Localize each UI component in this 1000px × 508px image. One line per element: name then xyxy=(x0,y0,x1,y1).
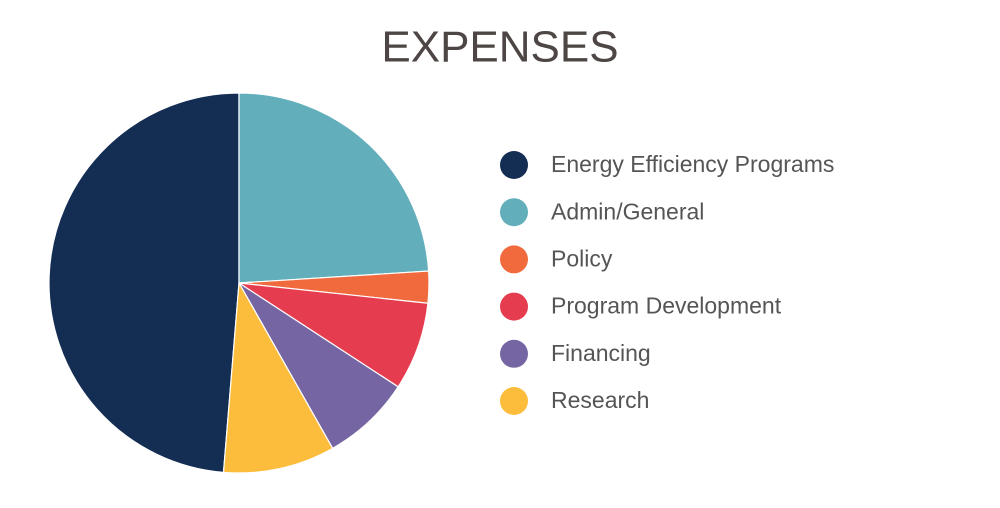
legend-marker xyxy=(500,292,528,321)
legend-label: Admin/General xyxy=(551,198,704,224)
pie-slice xyxy=(48,92,240,474)
legend-marker xyxy=(500,339,528,368)
legend-label: Policy xyxy=(551,245,613,271)
legend-marker xyxy=(500,151,528,179)
legend-label: Research xyxy=(551,387,649,413)
chart-title: EXPENSES xyxy=(381,23,618,72)
legend-marker xyxy=(500,198,528,227)
legend-label: Financing xyxy=(551,340,651,366)
pie-slice xyxy=(222,281,334,474)
legend-label: Energy Efficiency Programs xyxy=(551,151,834,177)
pie-slice xyxy=(238,92,430,284)
pie xyxy=(48,92,430,474)
legend-label: Program Development xyxy=(551,293,782,319)
legend: Energy Efficiency Programs Admin/General P… xyxy=(500,151,834,415)
legend-marker xyxy=(500,387,528,415)
legend-marker xyxy=(500,245,528,274)
